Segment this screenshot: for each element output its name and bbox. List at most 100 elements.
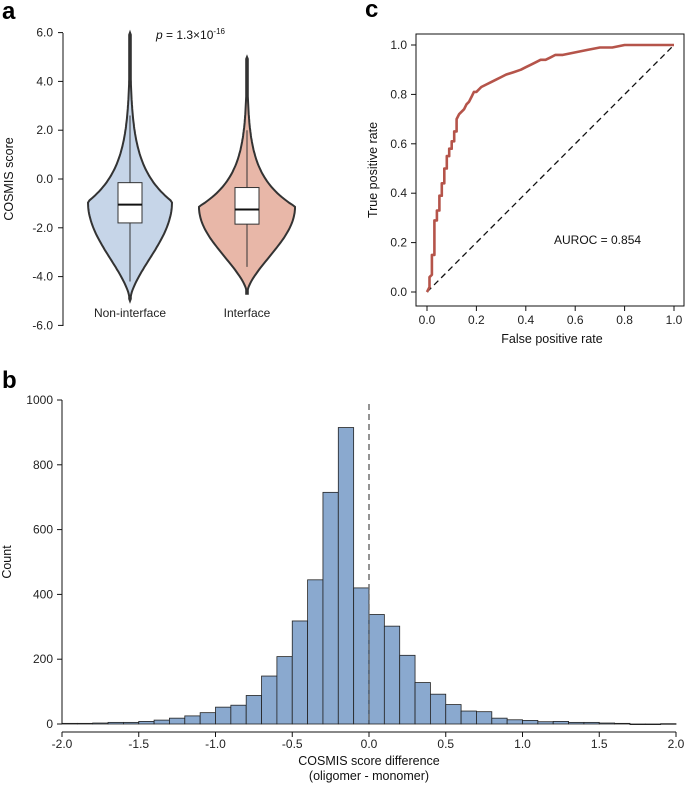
histogram-bar <box>199 712 216 725</box>
histogram-bar <box>414 682 431 725</box>
histogram-bar <box>261 675 278 725</box>
y-tick-label: -4.0 <box>32 270 53 284</box>
axis-ticks: -2.0 -1.5 -1.0 -0.5 0.0 0.5 1.0 1.5 2.0 0 200 400 60… <box>26 393 684 751</box>
y-tick-label: 4.0 <box>36 74 53 88</box>
x-tick-label: -2.0 <box>52 737 73 751</box>
violin-panel: 6.0 4.0 2.0 0.0 -2.0 -4.0 -6.0 Non-interface In… <box>2 26 296 332</box>
x-tick-label: 0.0 <box>361 737 378 751</box>
histogram-bar <box>61 722 78 725</box>
histogram-bar <box>245 695 262 725</box>
histogram-bar <box>353 587 370 725</box>
violins <box>86 29 296 304</box>
histogram-bar <box>660 723 677 725</box>
histogram-bar <box>568 721 585 725</box>
histogram-bar <box>322 491 339 725</box>
histogram-bar <box>629 723 646 726</box>
x-tick-label: 0.2 <box>468 313 485 327</box>
x-tick-label: 1.5 <box>591 737 608 751</box>
histogram-bar <box>230 704 247 725</box>
y-tick-label: 0.2 <box>390 236 407 250</box>
y-tick-label: 0.4 <box>390 186 407 200</box>
histogram-bar <box>153 719 170 725</box>
x-tick-label: -0.5 <box>282 737 303 751</box>
axis-ticks: 0.0 0.2 0.4 0.6 0.8 1.0 0.0 0.2 0.4 0.6 0.8 1.0 <box>390 38 682 327</box>
boxplots <box>117 115 260 282</box>
panel-label-c: c <box>365 0 378 23</box>
y-axis-label: COSMIS score <box>2 137 16 220</box>
p-value-annotation: p = 1.3×10-16 <box>155 27 226 42</box>
plot-frame <box>415 33 685 307</box>
box <box>234 187 260 225</box>
x-tick-labels: Non-interface Interface <box>94 306 271 320</box>
x-tick-label: 1.0 <box>666 313 683 327</box>
y-axis-label: Count <box>0 545 14 579</box>
p-value-exponent: -16 <box>213 27 225 36</box>
histogram-bar <box>76 722 94 725</box>
panel-label-a: a <box>2 0 16 25</box>
histogram-bars <box>61 427 677 726</box>
histogram-bar <box>337 427 355 725</box>
x-axis-label: COSMIS score difference <box>298 754 440 768</box>
y-tick-label: 0 <box>46 717 53 731</box>
x-tick-label: -1.0 <box>205 737 226 751</box>
y-tick-label: 6.0 <box>36 26 53 40</box>
x-tick-label: 0.8 <box>616 313 633 327</box>
histogram-bar <box>184 715 201 725</box>
y-tick-label: 600 <box>33 523 53 537</box>
histogram-bar <box>583 721 600 725</box>
histogram-bar <box>138 721 155 725</box>
histogram-bar <box>644 723 662 726</box>
histogram-bar <box>399 654 416 725</box>
x-axis-label-secondary: (oligomer - monomer) <box>309 769 429 783</box>
x-tick-label: 2.0 <box>668 737 685 751</box>
histogram-bar <box>522 720 539 725</box>
y-tick-label: 0.0 <box>390 285 407 299</box>
x-tick-label: 0.4 <box>517 313 534 327</box>
histogram-bar <box>537 721 554 725</box>
histogram-bar <box>291 620 309 725</box>
histogram-bar <box>368 614 385 725</box>
x-tick-label: Interface <box>224 306 271 320</box>
roc-panel: 0.0 0.2 0.4 0.6 0.8 1.0 0.0 0.2 0.4 0.6 0.8 1.0 AUR… <box>366 33 685 346</box>
histogram-bar <box>169 717 186 725</box>
x-tick-label: 1.0 <box>514 737 531 751</box>
histogram-bar <box>123 721 140 725</box>
y-tick-label: 1000 <box>26 393 53 407</box>
x-tick-label: -1.5 <box>128 737 149 751</box>
histogram-bar <box>215 706 232 725</box>
p-symbol: p <box>155 28 163 42</box>
histogram-bar <box>307 579 324 725</box>
y-tick-label: -2.0 <box>32 221 53 235</box>
y-tick-label: 1.0 <box>390 38 407 52</box>
histogram-bar <box>383 625 401 725</box>
histogram-bar <box>506 719 523 725</box>
y-tick-label: 400 <box>33 587 53 601</box>
y-tick-label: 0.6 <box>390 137 407 151</box>
histogram-bar <box>92 722 109 725</box>
p-value-text: = 1.3×10 <box>163 28 214 42</box>
histogram-bar <box>276 656 293 725</box>
x-axis-label: False positive rate <box>501 332 602 346</box>
y-tick-label: 2.0 <box>36 123 53 137</box>
y-tick-label: -6.0 <box>32 318 53 332</box>
y-tick-label: 200 <box>33 652 53 666</box>
x-tick-label: 0.0 <box>419 313 436 327</box>
chance-diagonal-line <box>426 44 675 293</box>
panel-label-b: b <box>2 367 17 394</box>
histogram-bar <box>614 722 631 725</box>
roc-curve <box>425 43 674 293</box>
auroc-annotation: AUROC = 0.854 <box>554 233 641 247</box>
histogram-bar <box>476 711 493 725</box>
x-tick-label: 0.5 <box>437 737 454 751</box>
histogram-bar <box>445 704 462 725</box>
y-tick-label: 800 <box>33 458 53 472</box>
y-ticks: 6.0 4.0 2.0 0.0 -2.0 -4.0 -6.0 <box>32 26 63 332</box>
y-tick-label: 0.8 <box>390 87 407 101</box>
y-tick-label: 0.0 <box>36 172 53 186</box>
x-tick-label: 0.6 <box>567 313 584 327</box>
histogram-bar <box>429 693 447 725</box>
x-tick-label: Non-interface <box>94 306 166 320</box>
histogram-bar <box>491 717 508 725</box>
histogram-panel: -2.0 -1.5 -1.0 -0.5 0.0 0.5 1.0 1.5 2.0 0 200 400 60… <box>0 393 685 783</box>
